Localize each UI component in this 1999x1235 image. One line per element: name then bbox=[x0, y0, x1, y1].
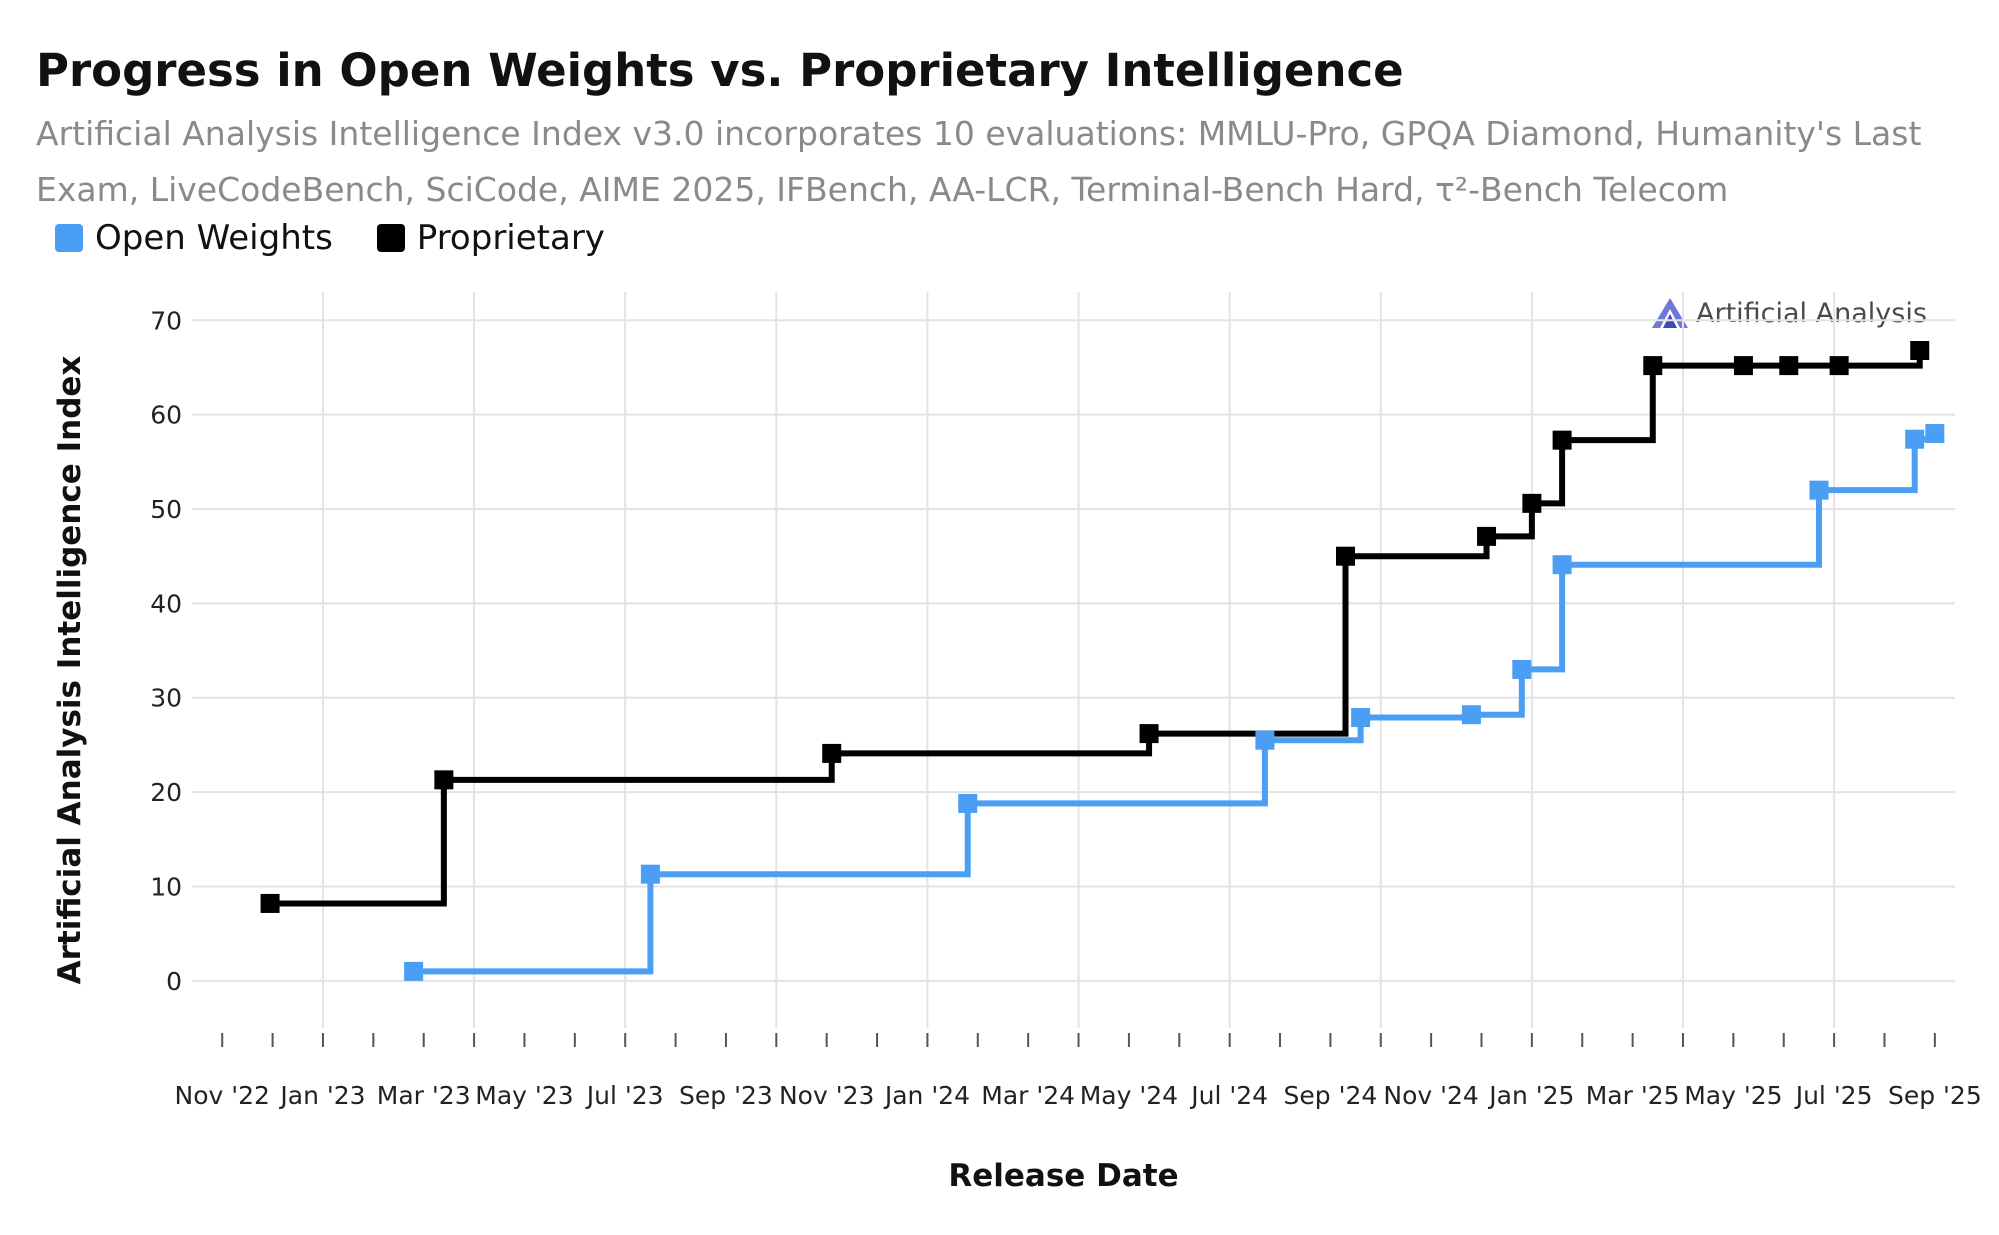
x-tick-label: Mar '25 bbox=[1586, 1081, 1680, 1110]
x-tick-label: May '23 bbox=[475, 1081, 573, 1110]
y-axis-title: Artificial Analysis Intelligence Index bbox=[52, 356, 88, 985]
chart-subtitle: Artificial Analysis Intelligence Index v… bbox=[36, 114, 1922, 209]
x-tick-label: Nov '24 bbox=[1383, 1081, 1478, 1110]
data-point-proprietary bbox=[1522, 493, 1542, 513]
x-tick-label: Jan '24 bbox=[883, 1081, 970, 1110]
x-tick-label: Jul '25 bbox=[1794, 1081, 1873, 1110]
y-tick-label: 10 bbox=[150, 872, 182, 901]
legend-label-open-weights: Open Weights bbox=[95, 218, 333, 258]
series-line-proprietary bbox=[270, 350, 1923, 907]
data-point-open-weights bbox=[958, 793, 978, 813]
data-point-proprietary bbox=[1733, 356, 1753, 376]
x-axis-title: Release Date bbox=[948, 1158, 1178, 1194]
y-tick-label: 60 bbox=[150, 401, 182, 430]
data-point-proprietary bbox=[1779, 356, 1799, 376]
vertical-grid bbox=[321, 292, 1836, 1028]
x-tick-label: Nov '22 bbox=[175, 1081, 270, 1110]
legend-label-proprietary: Proprietary bbox=[416, 218, 605, 258]
data-point-open-weights bbox=[1925, 424, 1945, 444]
y-tick-label: 20 bbox=[150, 778, 182, 807]
data-point-open-weights bbox=[1351, 708, 1371, 728]
data-point-proprietary bbox=[822, 743, 842, 763]
y-tick-label: 70 bbox=[150, 306, 182, 335]
y-tick-label: 0 bbox=[166, 967, 182, 996]
series-lines bbox=[270, 350, 1938, 975]
x-tick-label: Jan '23 bbox=[278, 1081, 365, 1110]
x-tick-marks bbox=[221, 1033, 1936, 1047]
data-point-open-weights bbox=[404, 961, 424, 981]
data-point-open-weights bbox=[640, 864, 660, 884]
legend-swatch-open-weights bbox=[55, 224, 83, 252]
data-point-proprietary bbox=[434, 770, 454, 790]
data-point-proprietary bbox=[1336, 546, 1356, 566]
data-point-proprietary bbox=[1910, 341, 1930, 361]
chart-title: Progress in Open Weights vs. Proprietary… bbox=[36, 44, 1404, 97]
y-tick-label: 30 bbox=[150, 684, 182, 713]
horizontal-grid bbox=[192, 319, 1955, 982]
x-tick-labels: Nov '22 Jan '23 Mar '23 May '23 Jul '23 Sep '… bbox=[175, 1081, 1982, 1110]
series-line-open-weights bbox=[413, 433, 1938, 975]
x-tick-label: Mar '23 bbox=[377, 1081, 471, 1110]
data-point-open-weights bbox=[1552, 555, 1572, 575]
data-point-proprietary bbox=[1829, 356, 1849, 376]
y-tick-label: 40 bbox=[150, 589, 182, 618]
x-tick-label: Sep '23 bbox=[679, 1081, 773, 1110]
x-tick-label: May '25 bbox=[1684, 1081, 1782, 1110]
x-tick-label: May '24 bbox=[1080, 1081, 1178, 1110]
legend-item-open-weights[interactable]: Open Weights bbox=[55, 218, 333, 258]
x-tick-label: Jul '24 bbox=[1189, 1081, 1268, 1110]
legend: Open Weights Proprietary bbox=[55, 218, 649, 258]
data-point-proprietary bbox=[260, 893, 280, 913]
legend-item-proprietary[interactable]: Proprietary bbox=[376, 218, 605, 258]
x-tick-label: Sep '24 bbox=[1284, 1081, 1378, 1110]
series-points bbox=[260, 341, 1945, 981]
x-tick-label: Mar '24 bbox=[981, 1081, 1075, 1110]
legend-swatch-proprietary bbox=[376, 224, 405, 252]
data-point-open-weights bbox=[1255, 730, 1275, 750]
y-tick-label: 50 bbox=[150, 495, 182, 524]
y-tick-labels: 0 10 20 30 40 50 60 70 bbox=[150, 306, 182, 996]
x-tick-label: Jan '25 bbox=[1487, 1081, 1574, 1110]
brand-name: Artificial Analysis bbox=[1696, 297, 1927, 329]
data-point-open-weights bbox=[1512, 659, 1532, 679]
data-point-proprietary bbox=[1139, 724, 1159, 744]
data-point-proprietary bbox=[1552, 430, 1572, 450]
data-point-proprietary bbox=[1477, 526, 1497, 546]
x-tick-label: Sep '25 bbox=[1888, 1081, 1982, 1110]
data-point-proprietary bbox=[1643, 356, 1663, 376]
x-tick-label: Jul '23 bbox=[585, 1081, 664, 1110]
data-point-open-weights bbox=[1905, 429, 1925, 449]
x-tick-label: Nov '23 bbox=[779, 1081, 874, 1110]
data-point-open-weights bbox=[1809, 480, 1829, 500]
data-point-open-weights bbox=[1461, 705, 1481, 725]
